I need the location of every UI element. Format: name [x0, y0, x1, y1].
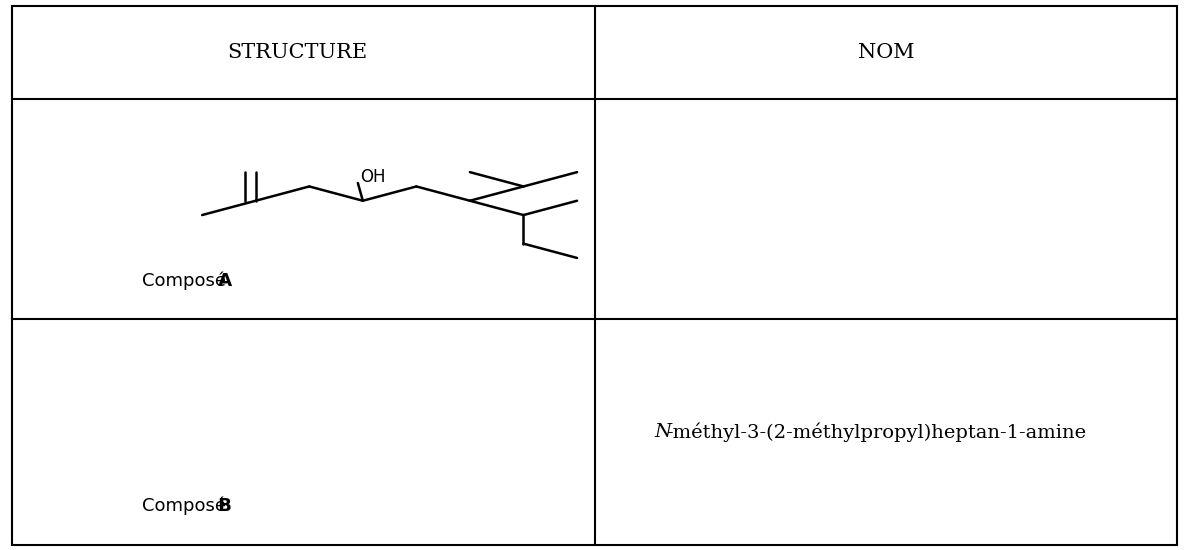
Text: STRUCTURE: STRUCTURE [227, 43, 367, 62]
Text: N: N [654, 423, 672, 441]
Text: Composé: Composé [142, 497, 232, 515]
Text: Composé: Composé [142, 271, 232, 290]
Text: -méthyl-3-(2-méthylpropyl)heptan-1-amine: -méthyl-3-(2-méthylpropyl)heptan-1-amine [666, 422, 1086, 442]
Text: B: B [162, 497, 232, 515]
Text: A: A [162, 272, 232, 289]
Text: NOM: NOM [858, 43, 914, 62]
Text: OH: OH [360, 168, 385, 186]
